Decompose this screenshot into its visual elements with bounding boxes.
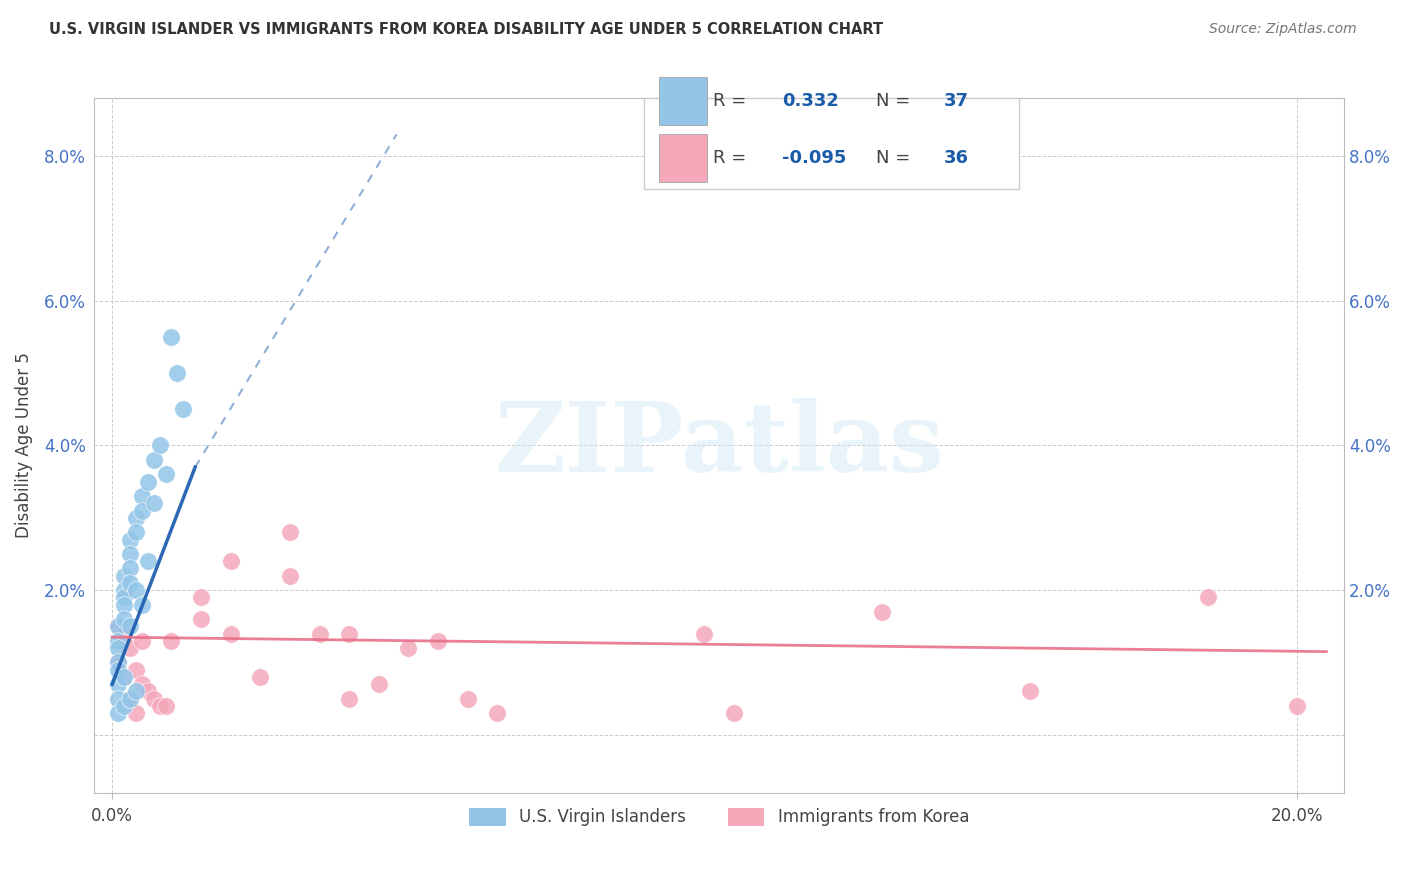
Text: R =: R = bbox=[713, 149, 752, 167]
Text: Source: ZipAtlas.com: Source: ZipAtlas.com bbox=[1209, 22, 1357, 37]
Point bbox=[190, 612, 212, 626]
Point bbox=[278, 525, 301, 540]
Point bbox=[142, 453, 165, 467]
Point bbox=[131, 503, 153, 517]
Point bbox=[118, 691, 141, 706]
Point bbox=[136, 475, 159, 489]
Point bbox=[112, 568, 135, 582]
Point bbox=[107, 656, 129, 670]
Point bbox=[112, 698, 135, 713]
Point bbox=[308, 626, 330, 640]
Point bbox=[136, 684, 159, 698]
Point bbox=[149, 698, 172, 713]
Point bbox=[112, 583, 135, 598]
Point bbox=[125, 583, 148, 598]
Point bbox=[118, 691, 141, 706]
Point bbox=[219, 626, 242, 640]
Point bbox=[1019, 684, 1042, 698]
Point bbox=[396, 640, 419, 655]
Point bbox=[131, 677, 153, 691]
Y-axis label: Disability Age Under 5: Disability Age Under 5 bbox=[15, 352, 32, 539]
Point bbox=[278, 568, 301, 582]
Point bbox=[125, 511, 148, 525]
Point bbox=[131, 598, 153, 612]
Point bbox=[190, 591, 212, 605]
Point bbox=[457, 691, 479, 706]
Point bbox=[155, 467, 177, 482]
Point bbox=[118, 533, 141, 547]
Point bbox=[219, 554, 242, 568]
Point bbox=[142, 496, 165, 510]
Point bbox=[112, 591, 135, 605]
Point bbox=[1285, 698, 1308, 713]
Text: -0.095: -0.095 bbox=[782, 149, 846, 167]
Point bbox=[112, 598, 135, 612]
Text: N =: N = bbox=[876, 92, 915, 110]
Point bbox=[125, 706, 148, 720]
Point bbox=[118, 575, 141, 590]
Point bbox=[107, 706, 129, 720]
Point bbox=[118, 619, 141, 633]
FancyBboxPatch shape bbox=[659, 134, 707, 182]
Point bbox=[149, 438, 172, 452]
Point bbox=[131, 489, 153, 503]
Point bbox=[166, 366, 188, 380]
Point bbox=[155, 698, 177, 713]
Point bbox=[1197, 591, 1219, 605]
Point bbox=[118, 640, 141, 655]
Point bbox=[486, 706, 509, 720]
Point bbox=[107, 677, 129, 691]
Point bbox=[426, 633, 449, 648]
Point bbox=[367, 677, 389, 691]
Point bbox=[142, 691, 165, 706]
Text: U.S. VIRGIN ISLANDER VS IMMIGRANTS FROM KOREA DISABILITY AGE UNDER 5 CORRELATION: U.S. VIRGIN ISLANDER VS IMMIGRANTS FROM … bbox=[49, 22, 883, 37]
Text: ZIPatlas: ZIPatlas bbox=[495, 399, 943, 492]
Text: N =: N = bbox=[876, 149, 915, 167]
Point bbox=[249, 670, 271, 684]
Text: 0.332: 0.332 bbox=[782, 92, 838, 110]
Point bbox=[870, 605, 893, 619]
Legend: U.S. Virgin Islanders, Immigrants from Korea: U.S. Virgin Islanders, Immigrants from K… bbox=[463, 801, 976, 833]
Point bbox=[136, 554, 159, 568]
Point bbox=[107, 656, 129, 670]
Point bbox=[693, 626, 716, 640]
Point bbox=[107, 619, 129, 633]
Point bbox=[107, 619, 129, 633]
FancyBboxPatch shape bbox=[659, 78, 707, 125]
Point bbox=[160, 330, 183, 344]
Point bbox=[112, 626, 135, 640]
Text: 37: 37 bbox=[945, 92, 969, 110]
Point bbox=[112, 670, 135, 684]
Point bbox=[112, 612, 135, 626]
Point bbox=[107, 691, 129, 706]
Point bbox=[337, 626, 360, 640]
Text: R =: R = bbox=[713, 92, 752, 110]
Point bbox=[107, 640, 129, 655]
Point bbox=[172, 402, 194, 417]
Point bbox=[125, 663, 148, 677]
Point bbox=[112, 670, 135, 684]
FancyBboxPatch shape bbox=[644, 98, 1019, 188]
Point bbox=[118, 547, 141, 561]
Point bbox=[107, 663, 129, 677]
Text: 36: 36 bbox=[945, 149, 969, 167]
Point bbox=[131, 633, 153, 648]
Point bbox=[723, 706, 745, 720]
Point bbox=[118, 561, 141, 575]
Point bbox=[160, 633, 183, 648]
Point bbox=[125, 525, 148, 540]
Point bbox=[125, 684, 148, 698]
Point bbox=[337, 691, 360, 706]
Point bbox=[107, 633, 129, 648]
